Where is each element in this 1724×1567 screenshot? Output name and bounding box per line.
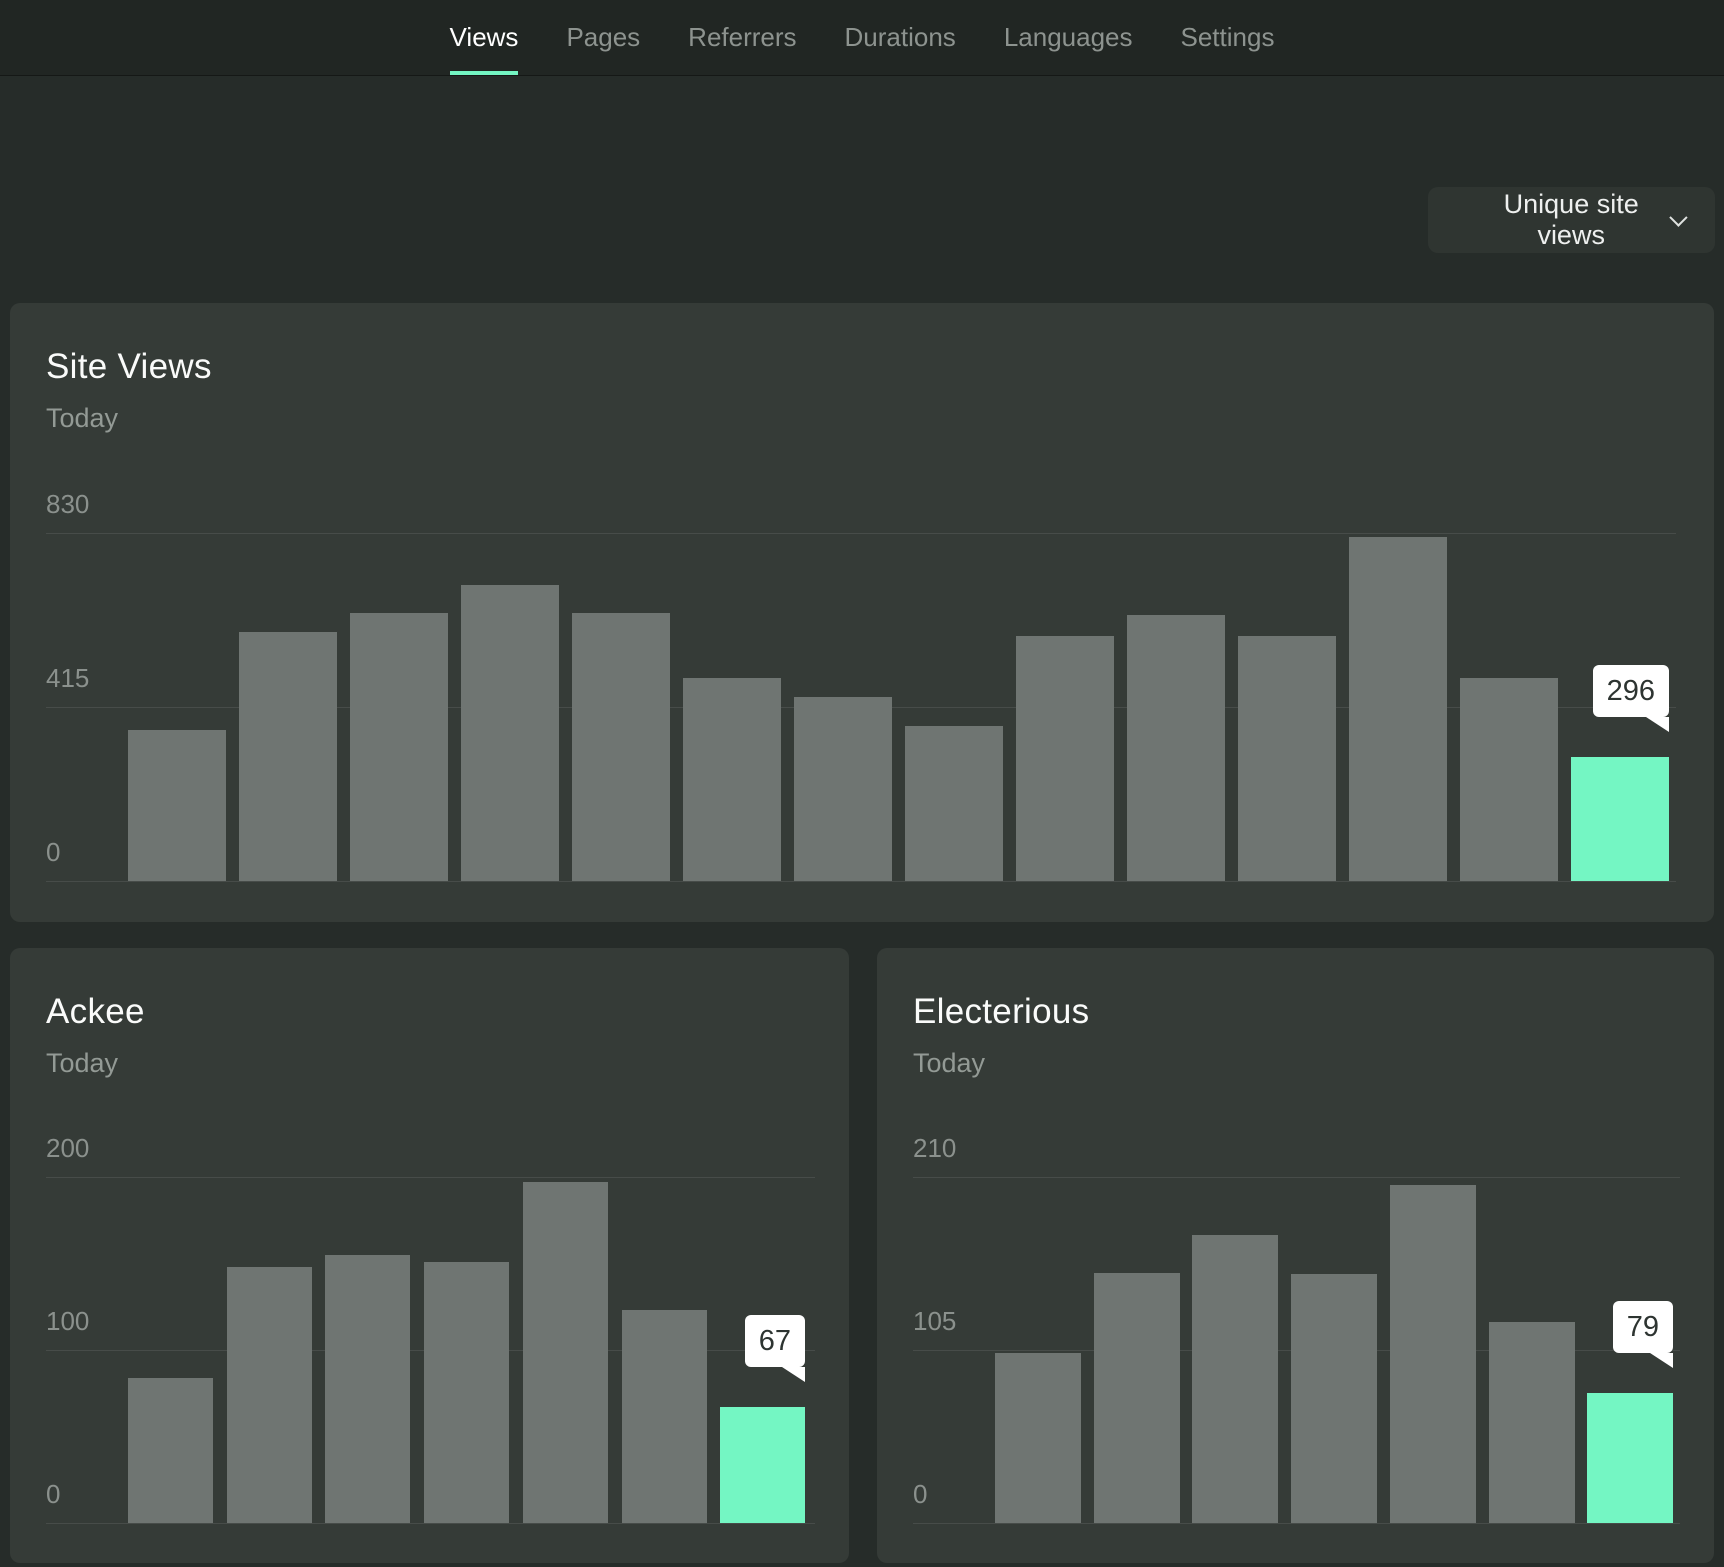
bar[interactable]	[239, 632, 337, 881]
value-tooltip: 79	[1612, 1301, 1674, 1368]
bar[interactable]	[622, 1310, 707, 1523]
bar[interactable]	[1291, 1274, 1377, 1523]
highlighted-bar[interactable]	[1587, 1393, 1673, 1523]
card-subtitle: Today	[46, 1048, 119, 1078]
card-title: Site Views	[46, 347, 212, 386]
value-tooltip-text: 79	[1626, 1310, 1659, 1343]
value-tooltip-text: 296	[1606, 674, 1655, 707]
card-title: Electerious	[913, 992, 1090, 1031]
gridline	[46, 1523, 815, 1524]
highlighted-bar[interactable]	[1571, 757, 1669, 881]
nav-tab-pages[interactable]: Pages	[566, 22, 641, 52]
y-axis-tick-label: 210	[913, 1133, 957, 1163]
bar[interactable]	[572, 613, 670, 881]
card-title: Ackee	[46, 992, 145, 1031]
bar[interactable]	[1390, 1185, 1476, 1523]
ackee-bar-chart: 200 100 0 67	[10, 948, 849, 1563]
bar[interactable]	[1238, 636, 1336, 881]
bar[interactable]	[227, 1267, 312, 1523]
site-views-bar-chart: 830 415 0 296	[10, 303, 1714, 922]
gridline	[46, 881, 1676, 882]
nav-tabs: Views Pages Referrers Durations Languages Set…	[449, 0, 1275, 75]
card-subtitle: Today	[913, 1048, 986, 1078]
nav-tab-languages[interactable]: Languages	[1003, 22, 1133, 52]
y-axis-tick-label: 0	[46, 837, 61, 867]
bar[interactable]	[350, 613, 448, 881]
value-tooltip: 67	[744, 1315, 806, 1382]
bar[interactable]	[128, 1378, 213, 1523]
y-axis-tick-label: 0	[913, 1479, 928, 1509]
bar[interactable]	[1460, 678, 1558, 881]
card-subtitle: Today	[46, 403, 119, 433]
y-axis-tick-label: 415	[46, 663, 90, 693]
y-axis-tick-label: 0	[46, 1479, 61, 1509]
y-axis-tick-label: 830	[46, 489, 90, 519]
bar[interactable]	[128, 730, 226, 881]
bar[interactable]	[1094, 1273, 1180, 1523]
gridline	[913, 1177, 1680, 1178]
value-tooltip-text: 67	[758, 1324, 791, 1357]
nav-tab-settings[interactable]: Settings	[1180, 22, 1275, 52]
bar[interactable]	[905, 726, 1003, 881]
gridline	[46, 1177, 815, 1178]
highlighted-bar[interactable]	[720, 1407, 805, 1523]
site-views-card: Site Views Today 830 415 0 296	[10, 303, 1714, 922]
view-filter-label: Unique site views	[1503, 189, 1639, 250]
bar[interactable]	[1349, 537, 1447, 881]
electerious-bar-chart: 210 105 0 79	[877, 948, 1714, 1563]
bar[interactable]	[461, 585, 559, 881]
view-filter-dropdown[interactable]: Unique site views	[1428, 187, 1715, 253]
nav-tab-durations[interactable]: Durations	[844, 22, 956, 52]
bar[interactable]	[424, 1262, 509, 1523]
electerious-card: Electerious Today 210 105 0 79	[877, 948, 1714, 1563]
nav-tab-views[interactable]: Views	[449, 0, 519, 75]
y-axis-tick-label: 105	[913, 1306, 957, 1336]
nav-tab-referrers[interactable]: Referrers	[688, 22, 797, 52]
gridline	[46, 533, 1676, 534]
value-tooltip: 296	[1592, 665, 1670, 732]
bar[interactable]	[1127, 615, 1225, 881]
top-nav: Views Pages Referrers Durations Languages Set…	[0, 0, 1724, 76]
gridline	[913, 1523, 1680, 1524]
y-axis-tick-label: 200	[46, 1133, 90, 1163]
bar[interactable]	[995, 1353, 1081, 1523]
bar[interactable]	[523, 1182, 608, 1523]
bar[interactable]	[1192, 1235, 1278, 1523]
bar[interactable]	[794, 697, 892, 881]
ackee-card: Ackee Today 200 100 0 67	[10, 948, 849, 1563]
bar[interactable]	[683, 678, 781, 881]
bar[interactable]	[325, 1255, 410, 1523]
bar[interactable]	[1016, 636, 1114, 881]
y-axis-tick-label: 100	[46, 1306, 90, 1336]
bar[interactable]	[1489, 1322, 1575, 1523]
